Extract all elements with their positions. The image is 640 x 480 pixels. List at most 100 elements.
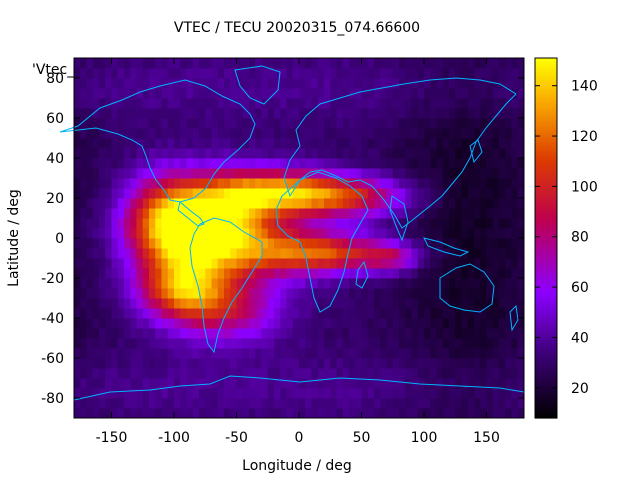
heatmap-cell <box>449 118 456 129</box>
heatmap-cell <box>355 218 362 229</box>
heatmap-cell <box>380 118 387 129</box>
heatmap-cell <box>305 368 312 379</box>
heatmap-cell <box>474 98 481 109</box>
heatmap-cell <box>142 358 150 369</box>
heatmap-cell <box>305 228 312 239</box>
heatmap-cell <box>474 58 481 69</box>
heatmap-cell <box>449 268 456 279</box>
heatmap-cell <box>130 58 137 69</box>
heatmap-cell <box>199 68 206 79</box>
heatmap-cell <box>324 78 331 89</box>
heatmap-cell <box>492 168 500 179</box>
heatmap-cell <box>492 208 500 219</box>
heatmap-cell <box>442 88 450 99</box>
heatmap-cell <box>86 368 94 379</box>
heatmap-cell <box>399 148 406 159</box>
heatmap-cell <box>249 258 256 269</box>
heatmap-cell <box>249 408 256 419</box>
heatmap-cell <box>217 78 225 89</box>
heatmap-cell <box>149 398 156 409</box>
heatmap-cell <box>117 248 125 259</box>
heatmap-cell <box>199 318 206 329</box>
heatmap-cell <box>449 258 456 269</box>
heatmap-cell <box>117 118 125 129</box>
heatmap-cell <box>480 278 487 289</box>
heatmap-cell <box>386 298 394 309</box>
heatmap-cell <box>130 408 137 419</box>
heatmap-cell <box>186 168 194 179</box>
heatmap-cell <box>217 118 225 129</box>
heatmap-cell <box>280 238 287 249</box>
heatmap-cell <box>105 388 112 399</box>
heatmap-cell <box>380 128 387 139</box>
heatmap-cell <box>436 98 444 109</box>
heatmap-cell <box>105 108 112 119</box>
heatmap-cell <box>299 388 306 399</box>
heatmap-cell <box>330 378 337 389</box>
heatmap-cell <box>330 248 337 259</box>
heatmap-cell <box>311 228 319 239</box>
heatmap-cell <box>255 98 262 109</box>
heatmap-cell <box>249 188 256 199</box>
heatmap-cell <box>117 288 125 299</box>
heatmap-cell <box>180 178 187 189</box>
heatmap-cell <box>424 388 431 399</box>
heatmap-cell <box>342 98 350 109</box>
heatmap-cell <box>211 138 219 149</box>
heatmap-cell <box>517 318 525 329</box>
heatmap-cell <box>380 158 387 169</box>
heatmap-cell <box>267 348 275 359</box>
colorbar-segment <box>535 355 557 359</box>
heatmap-cell <box>392 58 400 69</box>
heatmap-cell <box>461 288 469 299</box>
heatmap-cell <box>167 268 175 279</box>
heatmap-cell <box>430 388 437 399</box>
heatmap-cell <box>480 98 487 109</box>
heatmap-cell <box>161 398 169 409</box>
heatmap-cell <box>242 398 250 409</box>
heatmap-cell <box>486 188 494 199</box>
heatmap-cell <box>224 78 231 89</box>
heatmap-cell <box>449 368 456 379</box>
heatmap-cell <box>480 318 487 329</box>
heatmap-cell <box>517 268 525 279</box>
heatmap-cell <box>336 398 344 409</box>
heatmap-cell <box>449 88 456 99</box>
heatmap-cell <box>317 208 325 219</box>
heatmap-cell <box>342 398 350 409</box>
heatmap-cell <box>230 248 237 259</box>
heatmap-cell <box>399 218 406 229</box>
heatmap-cell <box>161 218 169 229</box>
heatmap-cell <box>142 208 150 219</box>
heatmap-cell <box>230 98 237 109</box>
heatmap-cell <box>380 188 387 199</box>
heatmap-cell <box>205 288 212 299</box>
heatmap-cell <box>124 238 131 249</box>
heatmap-cell <box>292 258 300 269</box>
heatmap-cell <box>299 88 306 99</box>
heatmap-cell <box>517 298 525 309</box>
heatmap-cell <box>499 278 506 289</box>
heatmap-cell <box>130 338 137 349</box>
heatmap-cell <box>155 198 162 209</box>
heatmap-cell <box>267 108 275 119</box>
heatmap-cell <box>242 388 250 399</box>
heatmap-cell <box>299 258 306 269</box>
heatmap-cell <box>305 238 312 249</box>
heatmap-cell <box>224 278 231 289</box>
heatmap-cell <box>274 338 281 349</box>
heatmap-cell <box>74 108 81 119</box>
heatmap-cell <box>417 388 425 399</box>
heatmap-cell <box>217 98 225 109</box>
heatmap-cell <box>74 158 81 169</box>
colorbar-segment <box>535 250 557 254</box>
heatmap-cell <box>486 228 494 239</box>
heatmap-cell <box>167 68 175 79</box>
heatmap-cell <box>405 288 412 299</box>
heatmap-cell <box>455 388 462 399</box>
heatmap-cell <box>486 288 494 299</box>
heatmap-cell <box>449 408 456 419</box>
heatmap-cell <box>236 328 244 339</box>
